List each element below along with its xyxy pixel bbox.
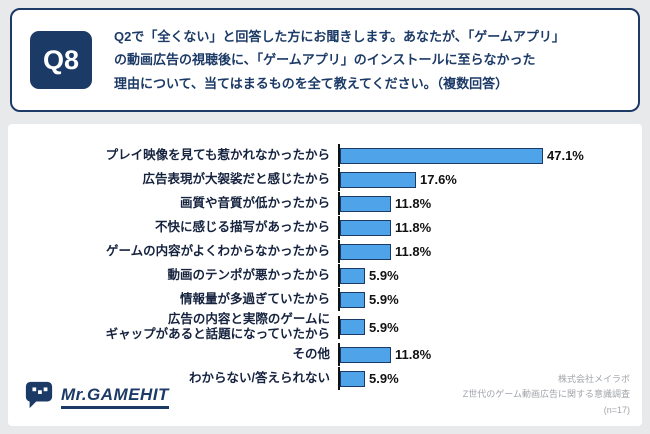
bar	[340, 195, 391, 212]
bar-zone: 47.1%	[338, 144, 636, 167]
chart-row: 画質や音質が低かったから 11.8%	[16, 192, 636, 215]
bar	[340, 219, 391, 236]
question-number-badge: Q8	[30, 31, 92, 89]
chart-row: その他 11.8%	[16, 343, 636, 366]
mr-gamehit-logo-icon	[24, 379, 54, 414]
chart-card: プレイ映像を見ても惹かれなかったから 47.1% 広告表現が大袈裟だと感じたから 17…	[8, 124, 642, 426]
category-label: 広告の内容と実際のゲームに ギャップがあると話題になっていたから	[105, 312, 330, 341]
value-label: 47.1%	[547, 148, 584, 163]
category-label: プレイ映像を見ても惹かれなかったから	[105, 148, 330, 162]
value-label: 17.6%	[420, 172, 457, 187]
chart-row: 不快に感じる描写があったから 11.8%	[16, 216, 636, 239]
value-label: 5.9%	[369, 268, 399, 283]
bar-zone: 17.6%	[338, 168, 636, 191]
category-label: 情報量が多過ぎていたから	[179, 292, 330, 306]
category-label: ゲームの内容がよくわからなかったから	[105, 244, 330, 258]
value-label: 11.8%	[395, 220, 432, 235]
bar-zone: 5.9%	[338, 264, 636, 287]
bar	[340, 291, 365, 308]
value-label: 11.8%	[395, 347, 432, 362]
bar	[340, 346, 391, 363]
category-label: 動画のテンポが悪かったから	[167, 268, 330, 282]
chart-row: 広告表現が大袈裟だと感じたから 17.6%	[16, 168, 636, 191]
category-label: 広告表現が大袈裟だと感じたから	[142, 172, 330, 186]
category-label: その他	[292, 347, 330, 361]
bar	[340, 319, 365, 335]
chart-row: 広告の内容と実際のゲームに ギャップがあると話題になっていたから 5.9%	[16, 312, 636, 342]
bar	[340, 243, 391, 260]
bar-zone: 5.9%	[338, 315, 636, 339]
value-label: 5.9%	[369, 319, 399, 335]
category-label: 不快に感じる描写があったから	[154, 220, 330, 234]
bar-zone: 11.8%	[338, 343, 636, 366]
bar-zone: 11.8%	[338, 216, 636, 239]
bar-zone: 11.8%	[338, 192, 636, 215]
bar	[340, 171, 416, 188]
category-label: 画質や音質が低かったから	[179, 196, 330, 210]
value-label: 11.8%	[395, 196, 432, 211]
bar	[340, 370, 365, 387]
value-label: 5.9%	[369, 292, 399, 307]
chart-row: プレイ映像を見ても惹かれなかったから 47.1%	[16, 144, 636, 167]
bar-zone: 5.9%	[338, 288, 636, 311]
source-attribution: 株式会社メイラボ Z世代のゲーム動画広告に関する意識調査 (n=17)	[462, 374, 630, 415]
chart-row: 動画のテンポが悪かったから 5.9%	[16, 264, 636, 287]
value-label: 5.9%	[369, 371, 399, 386]
chart-row: ゲームの内容がよくわからなかったから 11.8%	[16, 240, 636, 263]
mr-gamehit-logo: Mr.GAMEHIT	[24, 379, 169, 414]
question-text: Q2で「全くない」と回答した方にお聞きします。あなたが、「ゲームアプリ」 の動画…	[114, 28, 565, 91]
chart-row: 情報量が多過ぎていたから 5.9%	[16, 288, 636, 311]
question-header-card: Q8 Q2で「全くない」と回答した方にお聞きします。あなたが、「ゲームアプリ」 …	[10, 8, 640, 112]
bar	[340, 147, 543, 164]
bar-zone: 11.8%	[338, 240, 636, 263]
chart-rows: プレイ映像を見ても惹かれなかったから 47.1% 広告表現が大袈裟だと感じたから 17…	[16, 144, 636, 391]
value-label: 11.8%	[395, 244, 432, 259]
chart-row: わからない/答えられない 5.9%	[16, 367, 636, 390]
bar-zone: 5.9%	[338, 367, 636, 390]
logo-text: Mr.GAMEHIT	[61, 385, 169, 409]
category-label: わからない/答えられない	[189, 371, 330, 385]
bar	[340, 267, 365, 284]
